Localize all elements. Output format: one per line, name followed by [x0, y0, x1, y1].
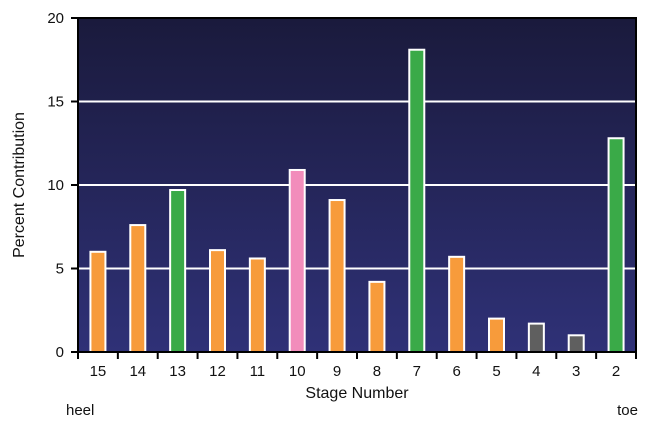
y-tick-label: 15 [47, 94, 64, 111]
x-tick-label: 11 [250, 363, 266, 380]
x-tick-label: 15 [90, 363, 107, 380]
bar-stage-13 [169, 189, 187, 353]
x-tick-label: 6 [452, 363, 460, 380]
x-tick-label: 3 [572, 363, 580, 380]
bar-stage-3 [567, 334, 585, 353]
bar-stage-11 [248, 257, 266, 354]
x-axis-title: Stage Number [305, 385, 409, 402]
bar-stage-10 [288, 168, 306, 353]
x-tick-label: 9 [333, 363, 341, 380]
x-axis: 15 14 13 12 11 10 9 8 7 6 5 4 3 2 [77, 352, 637, 380]
bars [89, 48, 625, 354]
toe-annotation: toe [617, 402, 638, 419]
y-tick-label: 0 [56, 344, 64, 361]
bar-stage-12 [209, 249, 226, 354]
bar-stage-15 [89, 250, 107, 353]
x-tick-label: 5 [492, 363, 500, 380]
y-tick-label: 20 [47, 10, 64, 27]
y-tick-label: 5 [56, 261, 64, 278]
heel-annotation: heel [66, 402, 94, 419]
bar-stage-2 [607, 137, 625, 353]
y-axis-title: Percent Contribution [11, 112, 28, 258]
bar-stage-9 [328, 199, 346, 353]
bar-stage-4 [527, 322, 545, 353]
y-tick-label: 10 [47, 177, 64, 194]
x-tick-label: 14 [129, 363, 146, 380]
bar-stage-7 [408, 48, 426, 353]
x-tick-label: 10 [289, 363, 306, 380]
x-tick-label: 2 [612, 363, 620, 380]
x-tick-label: 13 [169, 363, 186, 380]
x-tick-label: 7 [413, 363, 421, 380]
bar-stage-8 [368, 280, 386, 353]
x-tick-label: 12 [209, 363, 226, 380]
bar-stage-6 [448, 255, 466, 353]
bar-stage-14 [129, 224, 147, 353]
y-axis: 0 5 10 15 20 [47, 10, 78, 361]
x-tick-label: 8 [373, 363, 381, 380]
x-tick-label: 4 [532, 363, 540, 380]
bar-stage-5 [488, 317, 505, 354]
